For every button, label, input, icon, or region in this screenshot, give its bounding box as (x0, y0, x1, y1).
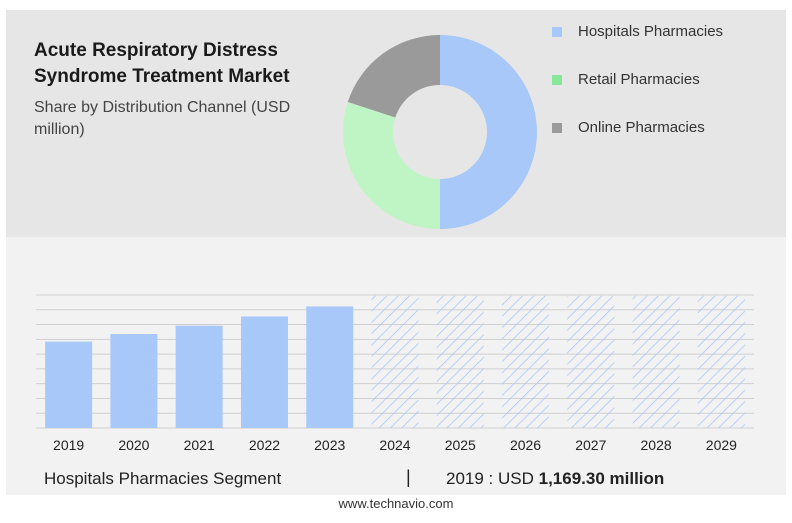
legend-swatch-online (552, 123, 562, 133)
chart-subtitle: Share by Distribution Channel (USD milli… (34, 99, 291, 138)
donut-slice-retail (343, 102, 440, 229)
x-tick-label-2019: 2019 (53, 437, 84, 453)
forecast-bar-2028 (632, 295, 680, 428)
x-tick-label-2029: 2029 (706, 437, 737, 453)
x-tick-label-2024: 2024 (379, 437, 410, 453)
x-tick-label-2023: 2023 (314, 437, 345, 453)
legend: Hospitals Pharmacies Retail Pharmacies O… (552, 22, 723, 166)
forecast-bar-2026 (502, 295, 550, 428)
legend-swatch-hospitals (552, 27, 562, 37)
donut-chart (343, 35, 537, 229)
segment-value: 2019 : USD 1,169.30 million (446, 469, 664, 489)
x-tick-label-2020: 2020 (118, 437, 149, 453)
x-tick-label-2021: 2021 (184, 437, 215, 453)
segment-label: Hospitals Pharmacies Segment (44, 469, 282, 488)
x-tick-label-2028: 2028 (641, 437, 672, 453)
forecast-bar-2029 (697, 295, 745, 428)
x-tick-label-2027: 2027 (575, 437, 606, 453)
source-link[interactable]: www.technavio.com (338, 496, 454, 511)
chart-title: Acute Respiratory Distress Syndrome Trea… (34, 40, 290, 87)
forecast-bar-2024 (371, 295, 419, 428)
legend-item-retail: Retail Pharmacies (552, 70, 723, 118)
forecast-bar-2025 (436, 295, 484, 428)
legend-item-hospitals: Hospitals Pharmacies (552, 22, 723, 70)
legend-label-online: Online Pharmacies (578, 119, 705, 136)
legend-label-retail: Retail Pharmacies (578, 71, 700, 88)
bar-2020 (110, 334, 158, 428)
x-tick-label-2022: 2022 (249, 437, 280, 453)
segment-value-prefix: 2019 : USD (446, 469, 534, 488)
bar-2022 (240, 316, 288, 428)
x-tick-label-2025: 2025 (445, 437, 476, 453)
bar-chart: 2019 2020 2021 2022 2023 2024 2025 2026 2027 2028… (36, 294, 754, 453)
x-tick-label-2026: 2026 (510, 437, 541, 453)
donut-slice-hospitals (440, 35, 537, 229)
legend-item-online: Online Pharmacies (552, 118, 723, 166)
bar-2023 (306, 306, 354, 428)
forecast-bar-2027 (567, 295, 615, 428)
bar-2019 (45, 341, 93, 428)
donut-slice-online (347, 35, 440, 118)
footer-separator: | (406, 467, 411, 487)
segment-value-amount: 1,169.30 million (538, 469, 665, 488)
bar-2021 (175, 325, 223, 428)
legend-swatch-retail (552, 75, 562, 85)
legend-label-hospitals: Hospitals Pharmacies (578, 23, 724, 40)
